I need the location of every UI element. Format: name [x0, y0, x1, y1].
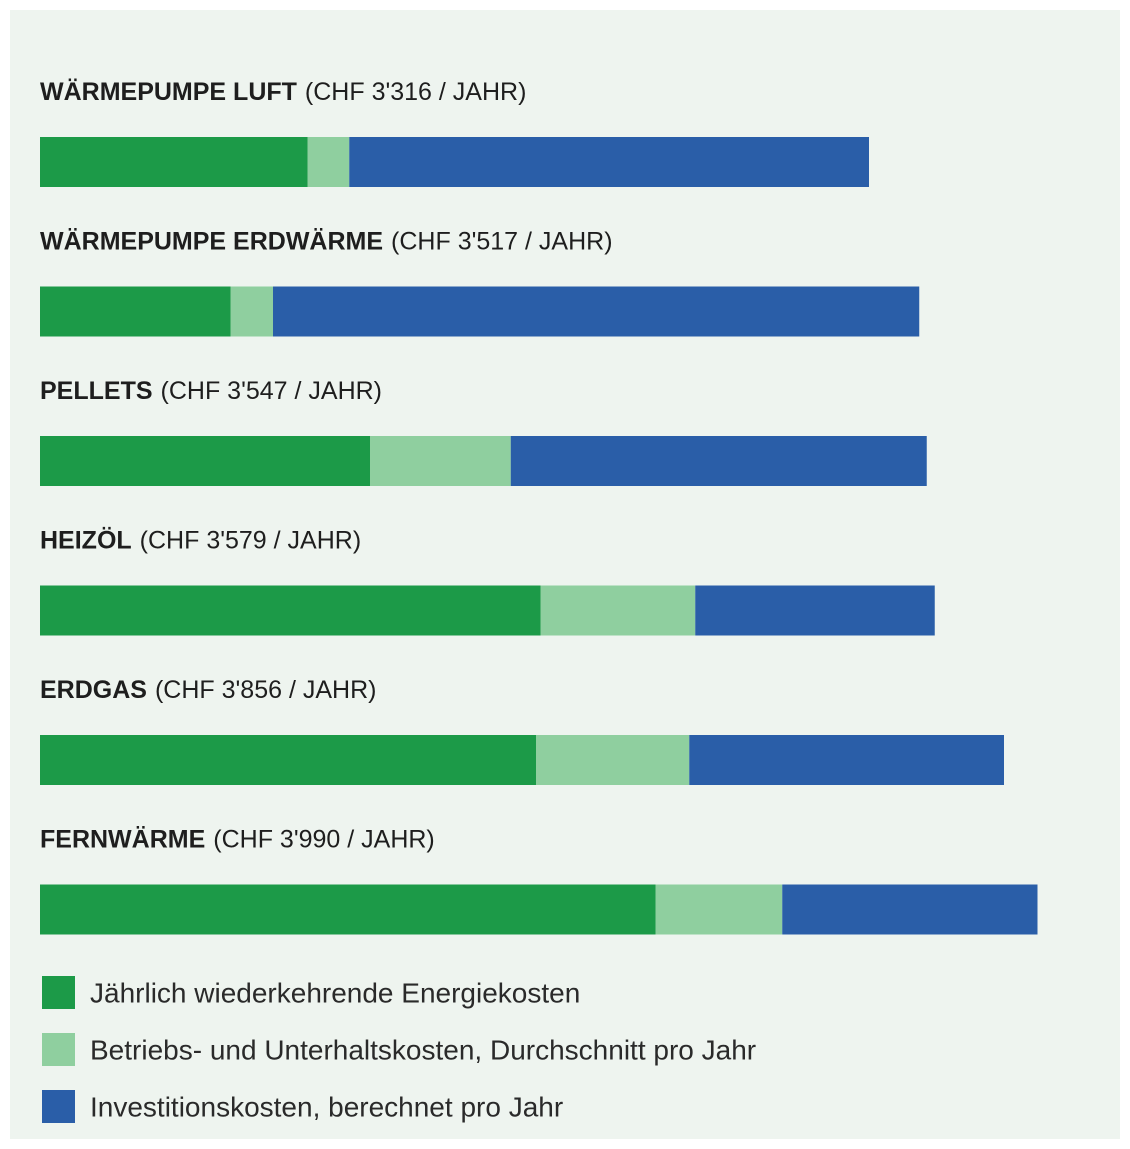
- category-name: WÄRMEPUMPE LUFT: [40, 78, 297, 106]
- bar-segment: [655, 884, 783, 935]
- bar-segment: [40, 585, 541, 636]
- category-name: HEIZÖL: [40, 525, 132, 554]
- category-label: WÄRMEPUMPE LUFT (CHF 3'316 / JAHR): [40, 78, 526, 106]
- bar-segment: [40, 286, 231, 337]
- bar-segment: [273, 286, 920, 337]
- legend-label: Investitionskosten, berechnet pro Jahr: [90, 1091, 563, 1122]
- category-name: ERDGAS: [40, 676, 147, 704]
- bar-segment: [230, 286, 273, 337]
- bar-segment: [536, 735, 690, 785]
- legend-swatch: [42, 1033, 75, 1066]
- bar-segment: [510, 436, 927, 486]
- category-note: (CHF 3'517 / JAHR): [391, 227, 612, 255]
- legend-swatch: [42, 976, 75, 1009]
- category-note: (CHF 3'579 / JAHR): [140, 526, 361, 554]
- bar-segment: [307, 137, 350, 187]
- category-label: ERDGAS (CHF 3'856 / JAHR): [40, 676, 376, 704]
- category-label: FERNWÄRME (CHF 3'990 / JAHR): [40, 825, 435, 853]
- category-note: (CHF 3'547 / JAHR): [161, 377, 382, 405]
- legend-label: Betriebs- und Unterhaltskosten, Durchsch…: [90, 1034, 756, 1065]
- category-label: HEIZÖL (CHF 3'579 / JAHR): [40, 525, 361, 554]
- category-name: WÄRMEPUMPE ERDWÄRME: [40, 227, 383, 255]
- bar-segment: [40, 436, 370, 486]
- category-note: (CHF 3'990 / JAHR): [213, 825, 434, 853]
- bar-segment: [782, 884, 1038, 935]
- legend-label: Jährlich wiederkehrende Energiekosten: [90, 977, 580, 1008]
- bar-segment: [689, 735, 1004, 785]
- bar-segment: [540, 585, 696, 636]
- background: [10, 10, 1120, 1139]
- legend-swatch: [42, 1090, 75, 1123]
- category-label: WÄRMEPUMPE ERDWÄRME (CHF 3'517 / JAHR): [40, 227, 613, 255]
- category-name: FERNWÄRME: [40, 825, 205, 853]
- category-note: (CHF 3'316 / JAHR): [305, 78, 526, 106]
- category-name: PELLETS: [40, 377, 153, 405]
- category-note: (CHF 3'856 / JAHR): [155, 676, 376, 704]
- bar-segment: [40, 137, 308, 187]
- bar-segment: [40, 735, 536, 785]
- bar-segment: [349, 137, 869, 187]
- bar-segment: [370, 436, 511, 486]
- bar-segment: [40, 884, 656, 935]
- category-label: PELLETS (CHF 3'547 / JAHR): [40, 377, 382, 405]
- bar-segment: [695, 585, 935, 636]
